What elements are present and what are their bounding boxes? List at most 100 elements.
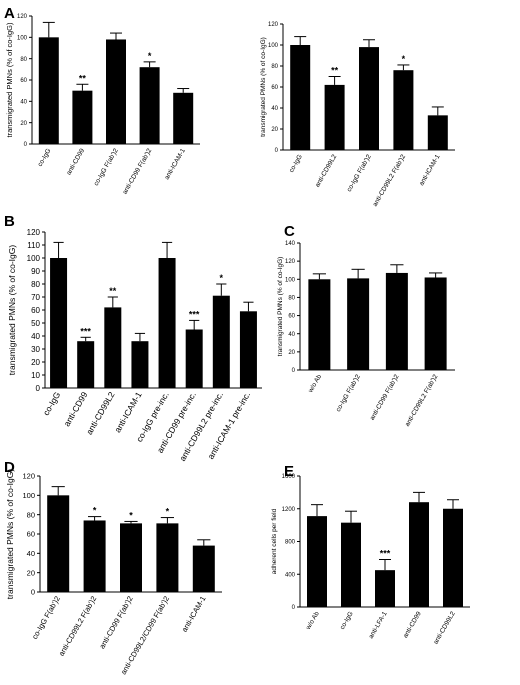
y-tick-label: 100 [268, 43, 279, 49]
y-tick-label: 110 [27, 241, 40, 250]
y-tick-label: 40 [31, 332, 40, 341]
category-label: co-IgG F(ab')2 [93, 147, 120, 187]
category-label: anti-CD99 F(ab')2 [97, 595, 134, 651]
category-label: co-IgG F(ab')2 [335, 373, 362, 413]
category-label: anti-CD99L2 [314, 153, 339, 188]
bar [239, 311, 257, 388]
y-tick-label: 60 [288, 314, 295, 320]
bar [156, 523, 179, 592]
y-tick-label: 0 [36, 384, 41, 393]
bar [324, 84, 345, 150]
y-tick-label: 0 [292, 605, 296, 611]
category-label: anti-CD99L2 F(ab')2 [57, 595, 99, 658]
y-tick-label: 0 [31, 588, 35, 597]
y-tick-label: 40 [288, 332, 295, 338]
y-tick-label: 80 [27, 510, 35, 519]
y-tick-label: 20 [271, 127, 278, 133]
bar [375, 570, 395, 607]
bar [393, 70, 414, 150]
category-label: w/o Ab [307, 373, 324, 395]
panel-letter: C [284, 223, 295, 240]
y-tick-label: 80 [20, 57, 27, 63]
bar [106, 39, 126, 144]
y-tick-label: 120 [285, 259, 296, 265]
y-axis-label: transmigrated PMNs (% of co-IgG) [5, 22, 14, 138]
y-tick-label: 40 [271, 106, 278, 112]
significance-label: ** [331, 66, 339, 76]
category-label: anti-CD99L2 F(ab')2 [404, 373, 440, 428]
category-label: co-IgG [37, 148, 53, 168]
category-label: co-IgG [339, 611, 355, 631]
bar [72, 90, 93, 144]
bar [347, 278, 370, 370]
y-tick-label: 40 [27, 549, 35, 558]
category-label: anti-CD99 [62, 390, 90, 428]
y-tick-label: 20 [27, 568, 35, 577]
y-axis-label: transmigrated PMNs (% of co-IgG) [260, 37, 267, 137]
bar [50, 258, 68, 388]
bar [47, 495, 70, 592]
category-label: co-IgG F(ab')2 [346, 153, 373, 193]
bar [83, 520, 106, 592]
bar [173, 92, 194, 144]
y-tick-label: 70 [31, 293, 40, 302]
y-axis-label: transmigrated PMNs (% of co-IgG) [7, 245, 17, 376]
y-axis-label: adherent cells per field [271, 508, 278, 574]
bar [290, 45, 311, 150]
y-tick-label: 30 [31, 345, 40, 354]
bar [424, 277, 447, 370]
category-label: anti-CD99L2 F(ab')2 [372, 153, 408, 208]
category-label: anti-CD99 F(ab')2 [122, 147, 154, 195]
y-tick-label: 800 [285, 540, 296, 546]
significance-label: * [148, 51, 152, 61]
y-tick-label: 100 [285, 277, 296, 283]
bar [307, 516, 327, 607]
bar [185, 329, 203, 388]
significance-label: * [93, 506, 97, 516]
y-tick-label: 80 [288, 296, 295, 302]
y-tick-label: 60 [27, 530, 35, 539]
bar [443, 508, 463, 607]
y-tick-label: 120 [268, 22, 279, 28]
y-tick-label: 0 [292, 368, 296, 374]
category-label: anti-ICAM-1 [180, 595, 208, 634]
y-axis-label: transmigrated PMNs (% of co-IgG) [277, 257, 284, 357]
category-label: w/o Ab [304, 610, 321, 632]
category-label: co-IgG [41, 390, 62, 417]
y-tick-label: 120 [27, 228, 41, 237]
bar [427, 115, 448, 150]
y-tick-label: 80 [271, 64, 278, 70]
y-tick-label: 90 [31, 267, 40, 276]
panel-letter: E [284, 463, 294, 480]
category-label: anti-CD99 [65, 147, 86, 176]
y-tick-label: 1600 [282, 474, 296, 480]
bar [308, 279, 331, 370]
significance-label: *** [380, 549, 391, 559]
chart-panel-d: D 0 20 40 60 80 100 120 transmigrated PMNs (% of… [4, 459, 222, 676]
y-tick-label: 50 [31, 319, 40, 328]
panel-letter: A [4, 5, 15, 22]
category-label: anti-ICAM-1 [418, 153, 442, 187]
y-tick-label: 100 [22, 491, 35, 500]
y-tick-label: 140 [285, 241, 296, 247]
significance-label: ** [109, 286, 117, 296]
bar [139, 67, 160, 144]
y-tick-label: 120 [22, 472, 35, 481]
y-tick-label: 100 [27, 254, 41, 263]
y-tick-label: 10 [31, 371, 40, 380]
chart-panel-b: B 0 10 20 30 40 50 60 70 80 90 100 110 120 transmigrat… [4, 213, 262, 463]
y-axis-label: transmigrated PMNs (% of co-IgG) [5, 469, 15, 600]
bar [38, 37, 59, 145]
y-tick-label: 100 [17, 35, 28, 41]
y-tick-label: 60 [31, 306, 40, 315]
panel-letter: B [4, 213, 15, 230]
category-label: anti-ICAM-1 [164, 147, 188, 181]
category-label: co-IgG F(ab')2 [30, 595, 62, 641]
bar [212, 295, 230, 388]
significance-label: * [166, 507, 170, 517]
bar [359, 47, 379, 150]
y-tick-label: 120 [17, 14, 28, 20]
significance-label: *** [189, 309, 200, 319]
category-label: anti-CD99 F(ab')2 [369, 373, 401, 421]
